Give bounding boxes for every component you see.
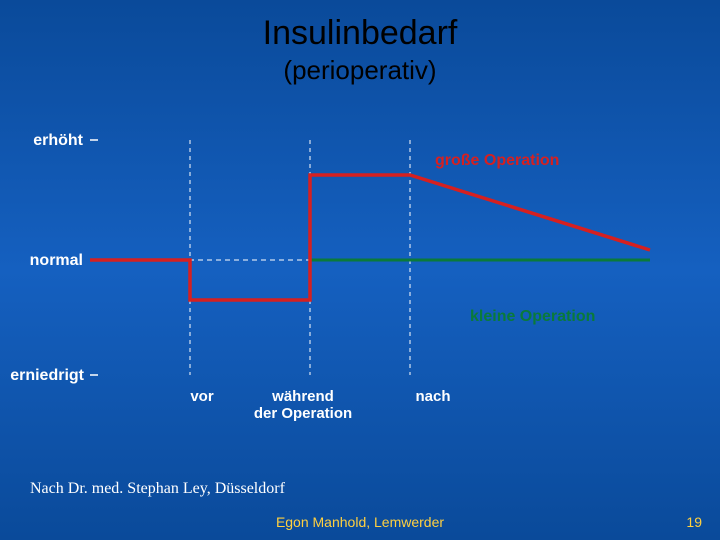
page-number: 19 — [686, 514, 702, 530]
y-label-erhoeht: erhöht — [18, 132, 83, 150]
label-small-op: kleine Operation — [470, 308, 595, 326]
x-label-vor: vor — [182, 388, 222, 405]
x-label-waehrend: während der Operation — [238, 388, 368, 422]
insulin-chart: erhöht normal erniedrigt vor während der… — [90, 120, 670, 410]
page-subtitle: (perioperativ) — [0, 53, 720, 86]
attribution: Nach Dr. med. Stephan Ley, Düsseldorf — [30, 480, 285, 498]
footer-author: Egon Manhold, Lemwerder — [0, 514, 720, 530]
label-large-op: große Operation — [435, 152, 559, 170]
chart-svg — [90, 120, 670, 410]
x-label-nach: nach — [408, 388, 458, 405]
y-label-normal: normal — [18, 252, 83, 270]
y-label-erniedrigt: erniedrigt — [2, 367, 84, 385]
x-label-waehrend-l2: der Operation — [254, 405, 352, 422]
x-label-waehrend-l1: während — [272, 388, 334, 405]
page-title: Insulinbedarf — [0, 0, 720, 53]
